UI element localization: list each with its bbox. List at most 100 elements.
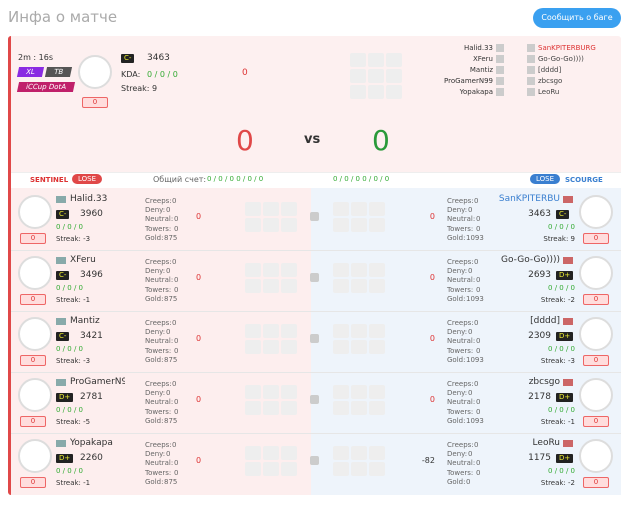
item-slot (351, 218, 367, 232)
stat-value: 0 (476, 215, 481, 224)
icon (496, 88, 504, 96)
stat-label: Neutral: (145, 337, 174, 346)
stat-label: Towers: (447, 346, 474, 355)
flag (56, 318, 66, 325)
streak: Streak: -3 (56, 357, 91, 365)
rank: D+ (56, 393, 74, 402)
avatar (579, 378, 613, 412)
stat-label: Deny: (145, 206, 166, 215)
badge: 0 (20, 294, 46, 305)
item-slot (245, 446, 261, 460)
streak: Streak: -2 (540, 296, 575, 304)
stat-label: Creeps: (447, 380, 474, 388)
score: 0 (429, 212, 435, 221)
item-slot (369, 462, 385, 476)
tag: iCCup DotA (16, 82, 76, 92)
player-name[interactable]: Halid.33 (70, 194, 108, 204)
stat-label: Neutral: (145, 215, 174, 224)
item-slot (281, 202, 297, 216)
rating: 3960 (80, 209, 103, 219)
player-link[interactable]: zbcsgo (538, 77, 563, 85)
stat-value: 0 (476, 398, 481, 407)
stat-value: 1093 (466, 416, 484, 425)
stat-value: 0 (174, 276, 179, 285)
flag (56, 379, 66, 386)
stat-value: 0 (476, 407, 481, 416)
stat-value: 875 (164, 355, 178, 364)
score: 0 (196, 212, 202, 221)
player-link[interactable]: LeoRu (538, 88, 560, 96)
player-link[interactable]: XFeru (472, 55, 493, 63)
player-link[interactable]: ProGamerN99 (444, 77, 493, 85)
stat-label: Towers: (447, 285, 474, 294)
swap-icon (310, 212, 319, 221)
stat-label: Neutral: (447, 276, 476, 285)
item-slot (333, 324, 349, 338)
stat-value: 0 (172, 197, 177, 205)
result: LOSE (530, 174, 561, 184)
stat-label: Neutral: (145, 398, 174, 407)
score: 0 (196, 456, 202, 465)
flag (56, 440, 66, 447)
score: -82 (421, 456, 435, 465)
item-slot (350, 69, 366, 83)
swap-icon (310, 456, 319, 465)
item-slot (263, 263, 279, 277)
item-slot (281, 218, 297, 232)
tag: TB (44, 67, 73, 77)
item-slot (386, 85, 402, 99)
flag (563, 196, 573, 203)
player-name[interactable]: SanKPITERBU (498, 194, 560, 204)
item-slot (369, 202, 385, 216)
player-link[interactable]: [dddd] (538, 66, 562, 74)
player-link[interactable]: Mantiz (469, 66, 493, 74)
player-name[interactable]: Mantiz (70, 316, 100, 326)
kda: 0 / 0 / 0 (56, 223, 83, 231)
item-slot (263, 202, 279, 216)
streak: Streak: -3 (540, 357, 575, 365)
player-name[interactable]: ProGamerN99 (70, 377, 125, 387)
stat-label: Neutral: (447, 459, 476, 468)
stat-label: Gold: (447, 477, 466, 486)
item-slot (351, 279, 367, 293)
streak: Streak: -1 (56, 479, 91, 487)
player-link[interactable]: Go-Go-Go)))) (538, 55, 584, 63)
kda-label: KDA: (121, 70, 141, 79)
item-slot (386, 69, 402, 83)
player-link[interactable]: Yopakapa (459, 88, 493, 96)
item-slot (351, 385, 367, 399)
stat-label: Creeps: (145, 319, 172, 327)
player-name[interactable]: LeoRu (532, 438, 560, 448)
stat-label: Gold: (145, 477, 164, 486)
player-link[interactable]: SanKPITERBURG (538, 44, 596, 52)
rank: C- (56, 210, 70, 219)
stat-value: 0 (166, 450, 171, 459)
icon (527, 77, 535, 85)
report-button[interactable]: Сообщить о баге (533, 8, 621, 28)
item-slot (263, 340, 279, 354)
kda: 0 / 0 / 0 (548, 223, 575, 231)
flag (563, 379, 573, 386)
score: 0 (429, 273, 435, 282)
rank: D+ (556, 393, 574, 402)
item-slot (369, 340, 385, 354)
player-name[interactable]: [dddd] (530, 316, 560, 326)
player-link[interactable]: Halid.33 (463, 44, 493, 52)
stat-label: Neutral: (145, 276, 174, 285)
stat-label: Towers: (447, 224, 474, 233)
item-slot (369, 263, 385, 277)
flag (563, 257, 573, 264)
stat-value: 0 (174, 337, 179, 346)
item-slot (263, 385, 279, 399)
player-name[interactable]: XFeru (70, 255, 96, 265)
stat-value: 0 (174, 468, 179, 477)
player-name[interactable]: Go-Go-Go)))) (501, 255, 560, 265)
rating: 2309 (528, 331, 551, 341)
player-name[interactable]: zbcsgo (528, 377, 560, 387)
player-name[interactable]: Yopakapa (70, 438, 113, 448)
item-slot (368, 53, 384, 67)
item-slot (281, 340, 297, 354)
flag (563, 318, 573, 325)
item-slot (333, 385, 349, 399)
icon (527, 55, 535, 63)
